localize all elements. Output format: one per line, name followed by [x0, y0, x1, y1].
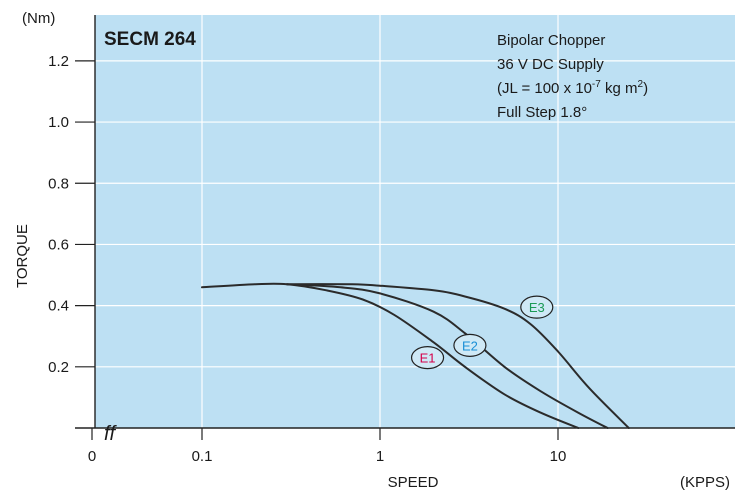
condition-line-3: (JL = 100 x 10-7 kg m2) [497, 79, 648, 97]
curve-tag-label: E2 [462, 338, 478, 353]
x-tick-label: 0 [88, 448, 96, 465]
x-tick-label: 0.1 [192, 448, 213, 465]
y-axis-label: TORQUE [14, 224, 31, 288]
y-tick-label: 1.2 [48, 53, 69, 70]
curve-e1 [201, 282, 580, 429]
y-unit: (Nm) [22, 10, 55, 27]
x-tick-label: 1 [376, 448, 384, 465]
x-axis-label: SPEED [388, 474, 439, 491]
curve-e3 [285, 283, 630, 429]
x-unit: (KPPS) [680, 474, 730, 491]
curve-tag-e2 [453, 333, 487, 357]
y-tick-label: 0.2 [48, 359, 69, 376]
plot-background [95, 15, 735, 428]
y-tick-label: 0.8 [48, 175, 69, 192]
condition-line-1: Bipolar Chopper [497, 32, 605, 49]
condition-line-2: 36 V DC Supply [497, 56, 604, 73]
axis-break-symbol: ff [104, 423, 118, 445]
x-tick-label: 10 [550, 448, 567, 465]
tick-marks: 0.2 0.4 0.6 0.8 1.0 1.2 0 0.1 1 10 [48, 53, 566, 465]
y-tick-label: 0.6 [48, 236, 69, 253]
curve-tag-label: E1 [420, 351, 436, 366]
axes [75, 15, 735, 429]
grid [95, 15, 735, 428]
y-tick-label: 0.4 [48, 298, 69, 315]
condition-line-4: Full Step 1.8° [497, 104, 587, 121]
chart-title: SECM 264 [104, 29, 196, 50]
curves [201, 282, 630, 429]
curve-tag-e1 [410, 346, 445, 370]
curve-tag-label: E3 [529, 300, 545, 315]
curve-labels: E1 E2 E3 [410, 295, 554, 370]
y-tick-label: 1.0 [48, 114, 69, 131]
curve-e2 [285, 283, 609, 429]
curve-tag-e3 [520, 295, 554, 319]
